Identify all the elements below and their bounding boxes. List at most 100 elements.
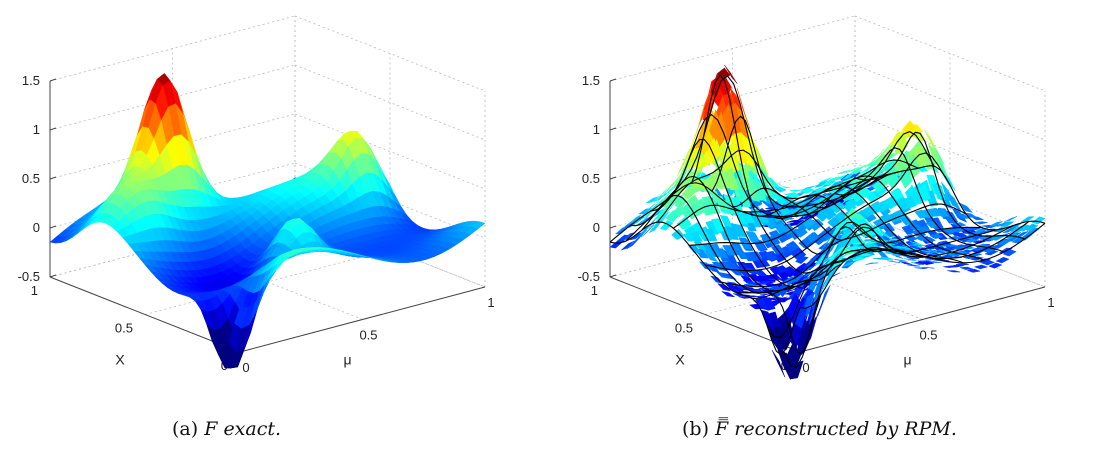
surface-patch xyxy=(1031,216,1046,225)
surface-patch xyxy=(822,181,836,186)
surface-patch xyxy=(798,237,812,249)
surface-patch xyxy=(903,255,917,259)
surface-patch xyxy=(724,64,738,84)
surface-patch xyxy=(890,187,904,201)
surface-patch xyxy=(626,237,640,250)
surface-patch xyxy=(891,254,905,257)
surface-patch xyxy=(676,148,691,176)
surface-patch xyxy=(988,262,1003,269)
surface-patch xyxy=(713,110,728,148)
mu-tick-label: 1 xyxy=(1047,295,1054,310)
surface-patch xyxy=(676,219,691,230)
surface-patch xyxy=(725,226,740,241)
surface-patch xyxy=(1000,221,1015,227)
grid-line-z-side xyxy=(854,15,1046,92)
z-tick-label: 0.5 xyxy=(582,171,600,186)
surface-patch xyxy=(845,166,859,174)
surface-patch xyxy=(1002,227,1016,234)
surface-patch xyxy=(997,239,1012,246)
surface-patch xyxy=(665,210,680,222)
surface-patch xyxy=(860,165,874,174)
z-tick-label: -0.5 xyxy=(18,269,40,284)
surface-patch xyxy=(763,250,778,262)
surface-patch xyxy=(757,281,771,285)
surface-patch xyxy=(774,265,789,274)
surface-patch xyxy=(825,176,839,183)
surface-patch xyxy=(880,256,894,260)
surface-patch xyxy=(814,180,828,188)
z-tick-label: -0.5 xyxy=(578,269,600,284)
surface-patch xyxy=(889,130,904,145)
surface-patch xyxy=(899,216,914,226)
surface-patch xyxy=(704,252,719,263)
x-tick-label: 0.5 xyxy=(675,321,693,336)
surface-patch xyxy=(759,233,774,245)
z-tick-mark xyxy=(609,78,617,82)
surface-patch xyxy=(811,186,825,192)
grid-line-z-side xyxy=(854,211,1046,288)
surface-patch xyxy=(899,166,913,189)
surface-patch xyxy=(794,256,809,265)
surface-patch xyxy=(945,253,959,257)
surface xyxy=(49,72,486,369)
surface-patch xyxy=(917,260,931,262)
surface-patch xyxy=(786,192,801,200)
surface-patch xyxy=(785,240,800,253)
surface-patch xyxy=(831,218,846,237)
grid-line-z-side xyxy=(294,15,486,92)
surface-patch xyxy=(797,214,812,221)
surface-patch xyxy=(944,244,958,248)
z-tick-mark xyxy=(49,274,57,278)
surface-patch xyxy=(871,148,885,162)
wireframe-line xyxy=(834,131,1025,240)
surface-patch xyxy=(691,158,706,168)
surface-patch xyxy=(849,169,863,175)
caption-a: (a) F exact. xyxy=(172,418,281,440)
z-tick-label: 1.5 xyxy=(582,73,600,88)
surface-patch xyxy=(773,326,787,351)
surface-patch xyxy=(964,238,979,243)
surface-patch xyxy=(894,259,908,262)
surface-patch xyxy=(653,188,667,204)
caption-b-label: (b) xyxy=(682,418,709,440)
surface-patch xyxy=(952,222,967,228)
surface-patch xyxy=(893,152,908,176)
surface-patch xyxy=(851,257,866,262)
mu-axis-line xyxy=(239,286,486,353)
x-tick-label: 1 xyxy=(31,283,38,298)
z-tick-mark xyxy=(609,274,617,278)
surface-patch xyxy=(902,120,916,137)
mu-axis-label: μ xyxy=(343,352,351,368)
surface-patch xyxy=(817,284,831,317)
surface-patch xyxy=(925,221,940,229)
surface-patch xyxy=(896,246,910,249)
surface-patch xyxy=(995,256,1010,264)
surface-patch xyxy=(925,259,939,263)
surface-patch xyxy=(1020,216,1035,223)
surface-patch xyxy=(810,299,824,340)
surface-patch xyxy=(943,265,957,268)
z-tick-label: 1 xyxy=(593,122,600,137)
surface-patch xyxy=(853,164,867,172)
surface-patch xyxy=(865,262,879,265)
z-tick-label: 0 xyxy=(33,220,40,235)
mu-tick-label: 1 xyxy=(487,295,494,310)
wireframe-line xyxy=(625,113,872,242)
z-tick-label: 1 xyxy=(33,122,40,137)
z-tick-mark xyxy=(49,78,57,82)
surface-patch xyxy=(684,129,698,166)
surface-patch xyxy=(732,223,747,238)
surface-patch xyxy=(912,243,926,247)
mu-tick-label: 0.5 xyxy=(359,328,377,343)
surface-patch xyxy=(738,296,752,299)
surface-patch xyxy=(974,221,988,225)
caption-b: (b) F̿ reconstructed by RPM. xyxy=(682,418,957,440)
surface-patch xyxy=(693,241,708,251)
surface-patch xyxy=(947,235,962,241)
surface-patch xyxy=(989,221,1003,226)
surface-patch xyxy=(1024,223,1039,232)
mu-tick-label: 0.5 xyxy=(919,328,937,343)
surface-patch xyxy=(954,251,968,254)
